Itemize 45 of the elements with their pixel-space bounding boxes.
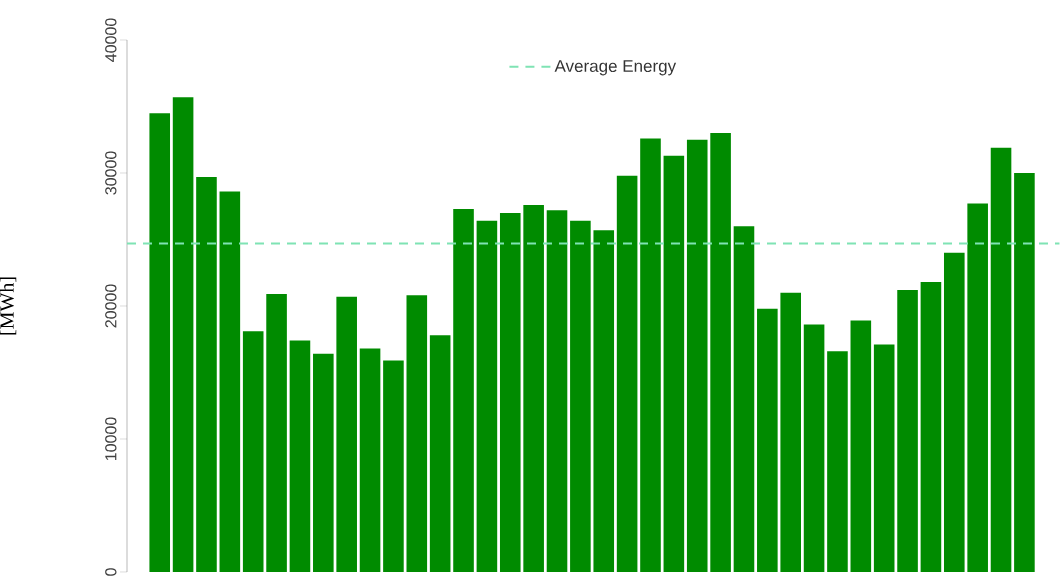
bar bbox=[943, 252, 965, 572]
bar bbox=[242, 331, 264, 572]
bar bbox=[757, 308, 778, 572]
bar bbox=[733, 226, 755, 572]
bar bbox=[336, 296, 357, 572]
y-axis-title: [MWh] bbox=[0, 277, 17, 335]
y-tick-label: 0 bbox=[105, 568, 117, 576]
bar bbox=[383, 360, 404, 572]
bar bbox=[873, 344, 895, 572]
y-tick-label: 20000 bbox=[105, 284, 117, 328]
bar bbox=[429, 335, 451, 572]
bar bbox=[476, 220, 498, 572]
bar bbox=[570, 220, 591, 572]
bar bbox=[359, 348, 381, 572]
bar bbox=[640, 138, 661, 572]
bar bbox=[593, 230, 615, 572]
bar bbox=[1014, 172, 1035, 572]
bar bbox=[967, 203, 988, 572]
bar bbox=[172, 97, 194, 572]
bar bbox=[219, 191, 241, 572]
bar bbox=[850, 320, 872, 572]
bar bbox=[523, 204, 544, 572]
bar bbox=[499, 212, 521, 572]
bar bbox=[663, 155, 685, 572]
bar bbox=[149, 113, 171, 572]
bar bbox=[196, 176, 217, 572]
y-tick-label: 10000 bbox=[105, 417, 117, 461]
bar bbox=[616, 175, 638, 572]
legend-label: Average Energy bbox=[554, 60, 677, 76]
bar bbox=[406, 295, 428, 572]
bar bbox=[546, 210, 568, 572]
bar bbox=[266, 294, 287, 572]
bar bbox=[920, 282, 942, 572]
bar bbox=[803, 324, 825, 572]
y-tick-label: 40000 bbox=[105, 18, 117, 62]
bar bbox=[453, 208, 474, 572]
bar bbox=[780, 292, 802, 572]
bar bbox=[289, 340, 311, 572]
bar bbox=[897, 290, 918, 572]
bar bbox=[313, 353, 334, 572]
bar bbox=[827, 351, 848, 572]
bar bbox=[686, 139, 708, 572]
bar bbox=[710, 133, 731, 572]
y-tick-label: 30000 bbox=[105, 151, 117, 195]
bar bbox=[990, 147, 1012, 572]
